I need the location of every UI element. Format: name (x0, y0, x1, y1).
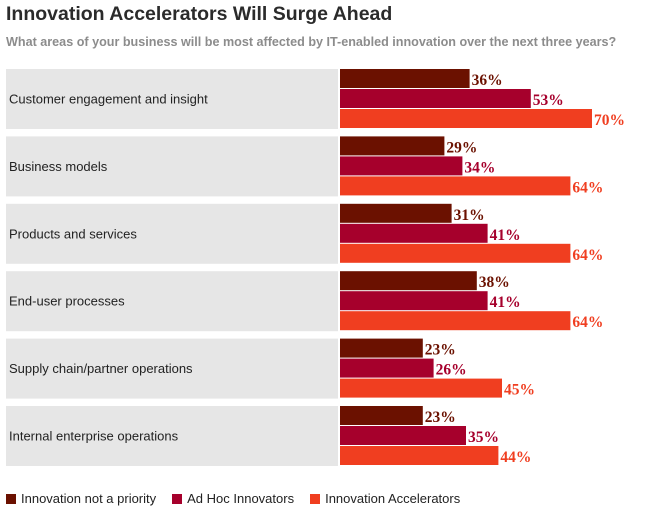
value-label-ad-hoc-innovators-end-user-processes: 41% (490, 294, 521, 311)
legend-label-not-priority: Innovation not a priority (21, 491, 157, 506)
value-label-innovation-not-a-priority-business-models: 29% (446, 139, 477, 156)
value-label-ad-hoc-innovators-internal-enterprise-operations: 35% (468, 429, 499, 446)
value-label-innovation-not-a-priority-products-and-services: 31% (454, 207, 485, 224)
value-label-ad-hoc-innovators-customer-engagement-and-insight: 53% (533, 92, 564, 109)
bar-innovation-not-a-priority-business-models (340, 136, 445, 156)
chart-title: Innovation Accelerators Will Surge Ahead (6, 3, 393, 25)
value-label-innovation-not-a-priority-supply-chain-partner-operations: 23% (425, 342, 456, 359)
value-label-innovation-accelerators-supply-chain-partner-operations: 45% (504, 382, 535, 399)
bar-innovation-accelerators-business-models (340, 176, 571, 196)
bar-innovation-not-a-priority-end-user-processes (340, 271, 477, 291)
value-label-ad-hoc-innovators-supply-chain-partner-operations: 26% (436, 362, 467, 379)
bar-ad-hoc-innovators-supply-chain-partner-operations (340, 358, 434, 378)
legend-label-ad-hoc: Ad Hoc Innovators (187, 491, 295, 506)
category-label-business-models: Business models (9, 159, 108, 174)
bar-innovation-accelerators-internal-enterprise-operations (340, 446, 499, 465)
value-label-ad-hoc-innovators-products-and-services: 41% (490, 227, 521, 244)
category-panel-customer-engagement-and-insight (6, 69, 338, 129)
bar-innovation-not-a-priority-products-and-services (340, 203, 452, 223)
bar-innovation-accelerators-products-and-services (340, 243, 571, 263)
legend-item-not-priority: Innovation not a priority (6, 491, 156, 506)
value-label-innovation-not-a-priority-end-user-processes: 38% (479, 274, 510, 291)
value-label-innovation-accelerators-business-models: 64% (572, 179, 603, 196)
bar-ad-hoc-innovators-internal-enterprise-operations (340, 426, 466, 445)
category-panel-internal-enterprise-operations (6, 406, 338, 466)
bar-innovation-accelerators-customer-engagement-and-insight (340, 109, 592, 128)
category-panel-supply-chain-partner-operations (6, 338, 338, 399)
category-label-customer-engagement-and-insight: Customer engagement and insight (9, 92, 208, 107)
legend-item-accelerators: Innovation Accelerators (310, 491, 460, 506)
category-label-products-and-services: Products and services (9, 226, 137, 241)
category-label-internal-enterprise-operations: Internal enterprise operations (9, 429, 179, 444)
legend-item-ad-hoc: Ad Hoc Innovators (172, 491, 294, 506)
category-panel-end-user-processes (6, 271, 338, 332)
category-panel-business-models (6, 136, 338, 197)
bar-chart: Customer engagement and insight 36% 53% 70%… (6, 69, 625, 466)
value-label-innovation-accelerators-products-and-services: 64% (572, 247, 603, 264)
bar-ad-hoc-innovators-customer-engagement-and-insight (340, 89, 531, 108)
bar-innovation-not-a-priority-customer-engagement-and-insight (340, 69, 470, 88)
value-label-ad-hoc-innovators-business-models: 34% (464, 159, 495, 176)
value-label-innovation-accelerators-customer-engagement-and-insight: 70% (594, 112, 625, 129)
legend-swatch-not-priority (6, 493, 16, 504)
chart-subtitle: What areas of your business will be most… (6, 35, 617, 49)
value-label-innovation-not-a-priority-internal-enterprise-operations: 23% (425, 409, 456, 426)
bar-innovation-accelerators-supply-chain-partner-operations (340, 378, 502, 398)
legend-swatch-accelerators (310, 493, 321, 504)
bar-ad-hoc-innovators-business-models (340, 156, 463, 176)
category-label-supply-chain-partner-operations: Supply chain/partner operations (9, 361, 193, 376)
legend: Innovation not a priority Ad Hoc Innovat… (6, 491, 476, 506)
bar-innovation-not-a-priority-internal-enterprise-operations (340, 406, 423, 425)
value-label-innovation-accelerators-internal-enterprise-operations: 44% (500, 449, 531, 466)
bar-ad-hoc-innovators-products-and-services (340, 223, 488, 243)
bar-innovation-not-a-priority-supply-chain-partner-operations (340, 338, 423, 358)
category-label-end-user-processes: End-user processes (9, 294, 125, 309)
bar-innovation-accelerators-end-user-processes (340, 311, 571, 331)
legend-label-accelerators: Innovation Accelerators (325, 491, 461, 506)
bar-ad-hoc-innovators-end-user-processes (340, 291, 488, 311)
category-panel-products-and-services (6, 203, 338, 264)
value-label-innovation-not-a-priority-customer-engagement-and-insight: 36% (472, 72, 503, 89)
value-label-innovation-accelerators-end-user-processes: 64% (572, 314, 603, 331)
legend-swatch-ad-hoc (172, 493, 183, 504)
